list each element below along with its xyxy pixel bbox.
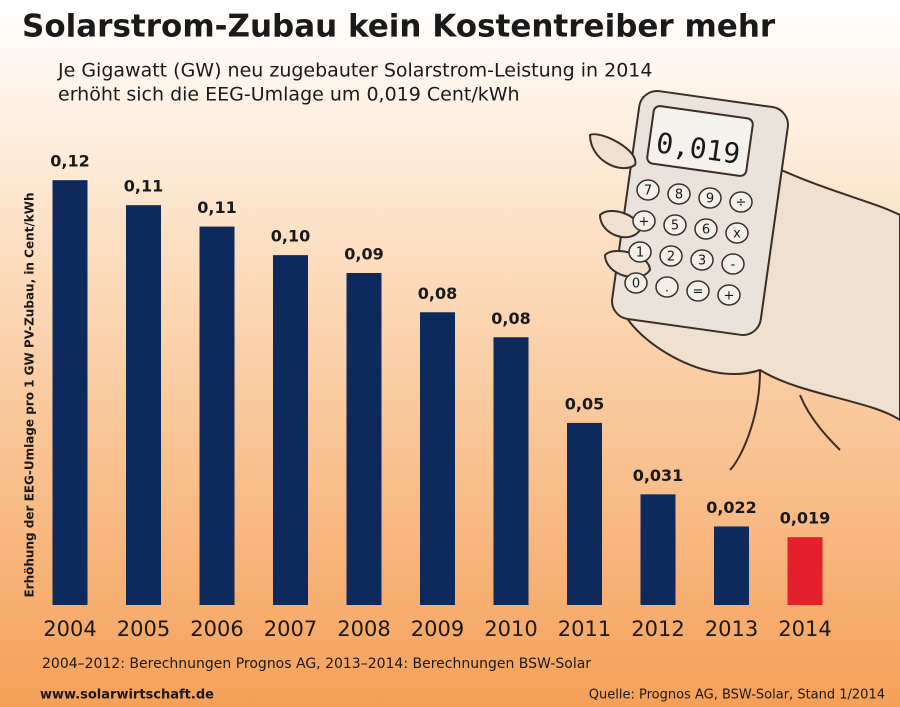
calculator-key — [717, 284, 741, 306]
calculator-key — [725, 222, 749, 244]
x-tick-label: 2004 — [43, 617, 96, 641]
calculator-key-label: 1 — [636, 246, 644, 261]
value-label: 0,10 — [271, 227, 310, 246]
calculator-key-label: 5 — [671, 219, 679, 234]
calculator-key-label: 6 — [702, 223, 710, 238]
bar — [640, 494, 676, 605]
x-tick-label: 2005 — [117, 617, 170, 641]
chart-title: Solarstrom-Zubau kein Kostentreiber mehr — [22, 9, 776, 45]
bar — [493, 337, 529, 605]
y-axis-label: Erhöhung der EEG-Umlage pro 1 GW PV-Zuba… — [23, 192, 37, 597]
bar — [273, 255, 308, 605]
value-label: 0,08 — [491, 309, 530, 328]
bar — [714, 526, 749, 605]
x-tick-label: 2011 — [558, 617, 611, 641]
calculator-key — [686, 280, 710, 302]
calculator-key — [624, 272, 648, 294]
value-label: 0,11 — [197, 198, 236, 217]
x-tick-label: 2010 — [484, 617, 537, 641]
calculator-key-label: 0 — [632, 277, 640, 292]
calculator-key — [667, 183, 691, 205]
website: www.solarwirtschaft.de — [40, 688, 214, 703]
calculator-key — [636, 179, 660, 201]
calculator-key — [655, 276, 679, 298]
calculator-key — [729, 191, 753, 213]
calculator-key-label: ÷ — [736, 196, 747, 211]
calculator-key — [632, 210, 656, 232]
calculator-illustration — [588, 90, 900, 471]
calculator-key-label: . — [665, 281, 669, 296]
x-tick-label: 2012 — [631, 617, 684, 641]
calculator-key-label: 8 — [675, 188, 683, 203]
calculator-key — [721, 253, 745, 275]
bar — [567, 422, 602, 605]
value-label: 0,09 — [344, 244, 383, 263]
calculator-key — [659, 245, 683, 267]
value-label: 0,08 — [418, 284, 457, 303]
footnote: 2004–2012: Berechnungen Prognos AG, 2013… — [42, 656, 591, 672]
bar — [787, 537, 823, 605]
x-tick-label: 2006 — [190, 617, 243, 641]
value-label: 0,05 — [565, 394, 604, 413]
x-tick-label: 2014 — [778, 617, 831, 641]
subtitle: erhöht sich die EEG-Umlage um 0,019 Cent… — [58, 84, 520, 106]
calculator-key-label: 9 — [706, 192, 714, 207]
calculator-key — [698, 187, 722, 209]
calculator-key-label: x — [733, 227, 741, 242]
calculator-key — [694, 218, 718, 240]
calculator-key-label: + — [639, 215, 650, 230]
calculator-key-label: 2 — [667, 250, 675, 265]
x-tick-label: 2013 — [705, 617, 758, 641]
calculator-key-label: 3 — [698, 254, 706, 269]
calculator-key-label: + — [724, 289, 735, 304]
x-tick-label: 2009 — [411, 617, 464, 641]
value-label: 0,022 — [706, 498, 757, 517]
value-label: 0,12 — [50, 152, 89, 171]
calculator-key-label: 7 — [644, 184, 652, 199]
calculator-key-label: - — [731, 258, 736, 273]
subtitle: Je Gigawatt (GW) neu zugebauter Solarstr… — [57, 60, 652, 82]
x-tick-label: 2007 — [264, 617, 317, 641]
value-label: 0,11 — [124, 177, 163, 196]
bar — [52, 180, 88, 606]
calculator-key — [663, 214, 687, 236]
bar — [199, 226, 235, 605]
value-label: 0,031 — [633, 466, 684, 485]
calculator-key — [690, 249, 714, 271]
source: Quelle: Prognos AG, BSW-Solar, Stand 1/2… — [589, 688, 885, 703]
value-label: 0,019 — [780, 509, 831, 528]
x-tick-label: 2008 — [337, 617, 390, 641]
bar — [126, 205, 161, 605]
calculator-key-label: = — [693, 285, 704, 300]
bar — [420, 312, 455, 605]
bar — [346, 272, 382, 605]
calculator-key — [628, 241, 652, 263]
